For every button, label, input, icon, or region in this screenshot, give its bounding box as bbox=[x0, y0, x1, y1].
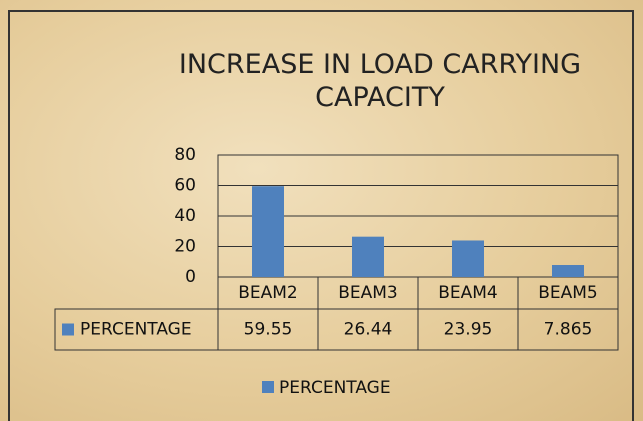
table-series-name: PERCENTAGE bbox=[80, 320, 192, 340]
y-tick-label: 40 bbox=[174, 206, 196, 226]
x-tick-label: BEAM3 bbox=[338, 283, 398, 303]
legend-label: PERCENTAGE bbox=[279, 378, 391, 398]
table-value: 7.865 bbox=[544, 320, 593, 340]
bar bbox=[252, 186, 284, 277]
table-value: 23.95 bbox=[444, 320, 493, 340]
y-tick-label: 60 bbox=[174, 176, 196, 196]
y-tick-label: 20 bbox=[174, 237, 196, 257]
table-legend-key bbox=[62, 323, 74, 336]
x-tick-label: BEAM2 bbox=[238, 283, 298, 303]
table-value: 59.55 bbox=[244, 320, 293, 340]
chart-title: INCREASE IN LOAD CARRYING CAPACITY bbox=[178, 49, 582, 113]
y-tick-label: 80 bbox=[174, 145, 196, 165]
table-value: 26.44 bbox=[344, 320, 393, 340]
x-tick-label: BEAM4 bbox=[438, 283, 498, 303]
legend-key bbox=[262, 381, 274, 393]
bar bbox=[452, 240, 484, 277]
bar bbox=[552, 265, 584, 277]
chart-frame bbox=[8, 10, 634, 421]
bar bbox=[352, 236, 384, 277]
x-tick-label: BEAM5 bbox=[538, 283, 598, 303]
y-tick-label: 0 bbox=[185, 267, 196, 287]
table-value-row bbox=[54, 308, 619, 351]
